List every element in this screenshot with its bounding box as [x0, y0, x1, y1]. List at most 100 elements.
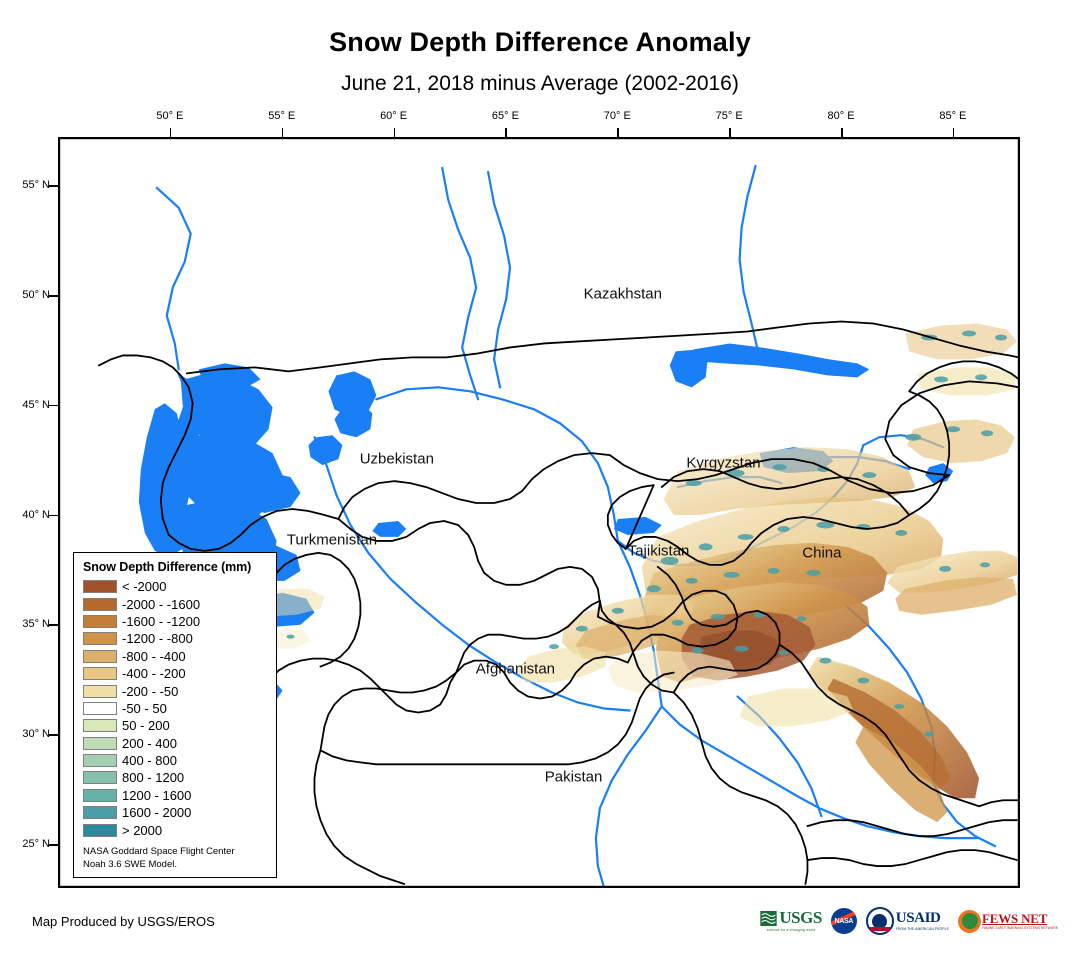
lat-tick-label-1: 50° N — [22, 289, 50, 302]
usaid-tagline: FROM THE AMERICAN PEOPLE — [895, 926, 950, 931]
lon-tick-label-5: 75° E — [715, 110, 743, 122]
fews-globe-inner-icon — [961, 913, 978, 929]
legend-swatch-2 — [83, 614, 117, 628]
usgs-wordmark: USGS — [779, 908, 822, 928]
legend-row-10[interactable]: 400 - 800 — [83, 752, 268, 769]
legend-label-11: 800 - 1200 — [122, 770, 185, 786]
country-borders — [98, 320, 1019, 885]
lon-tick-label-3: 65° E — [491, 110, 519, 122]
lat-tick-mark-3 — [49, 514, 58, 517]
legend-row-13[interactable]: 1600 - 2000 — [83, 804, 268, 821]
lon-tick-mark-0 — [169, 128, 172, 137]
legend-note-line-1: NASA Goddard Space Flight Center — [83, 845, 235, 857]
legend-row-12[interactable]: 1200 - 1600 — [83, 787, 268, 804]
anomaly-raster — [250, 323, 1018, 823]
lon-tick-label-2: 60° E — [380, 110, 408, 122]
lon-tick-mark-4 — [617, 128, 619, 137]
legend-row-0[interactable]: < -2000 — [83, 578, 268, 595]
lon-tick-mark-6 — [841, 128, 843, 137]
lat-tick-mark-5 — [49, 734, 58, 736]
page-title: Snow Depth Difference Anomaly — [329, 27, 751, 57]
legend-swatch-6 — [83, 684, 117, 698]
legend-row-8[interactable]: 50 - 200 — [83, 717, 268, 734]
title-block: Snow Depth Difference Anomaly June 21, 2… — [0, 0, 1080, 96]
lat-tick-mark-2 — [49, 404, 58, 407]
legend-swatch-4 — [83, 649, 117, 663]
lon-tick-label-6: 80° E — [827, 110, 855, 122]
legend-swatch-9 — [83, 736, 117, 750]
usaid-wordmark: USAID — [895, 910, 941, 927]
legend-swatch-11 — [83, 771, 117, 785]
lat-tick-label-5: 30° N — [22, 728, 50, 741]
lat-tick-label-4: 35° N — [22, 618, 50, 631]
lon-tick-mark-5 — [729, 128, 731, 137]
page-subtitle: June 21, 2018 minus Average (2002-2016) — [341, 72, 739, 95]
legend-label-12: 1200 - 1600 — [122, 787, 192, 803]
legend-swatch-1 — [83, 597, 117, 611]
legend-swatch-5 — [83, 667, 117, 681]
legend-label-4: -800 - -400 — [122, 648, 186, 664]
lat-tick-mark-0 — [49, 185, 58, 187]
produced-by-text: Map Produced by USGS/EROS — [32, 914, 215, 929]
legend-swatch-3 — [83, 632, 117, 646]
legend-row-4[interactable]: -800 - -400 — [83, 648, 268, 665]
legend-row-7[interactable]: -50 - 50 — [83, 700, 268, 717]
legend-swatch-8 — [83, 719, 117, 733]
lat-tick-label-3: 40° N — [22, 508, 50, 521]
legend-panel[interactable]: Snow Depth Difference (mm) < -2000 -2000 … — [73, 552, 277, 879]
legend-swatch-10 — [83, 754, 117, 768]
legend-row-1[interactable]: -2000 - -1600 — [83, 595, 268, 612]
legend-row-6[interactable]: -200 - -50 — [83, 682, 268, 699]
legend-row-11[interactable]: 800 - 1200 — [83, 769, 268, 786]
lat-tick-mark-4 — [49, 624, 58, 626]
usgs-tagline: science for a changing world — [766, 927, 816, 932]
legend-swatch-12 — [83, 788, 117, 802]
legend-row-9[interactable]: 200 - 400 — [83, 735, 268, 752]
fews-wordmark: FEWS NET — [982, 911, 1048, 926]
legend-label-5: -400 - -200 — [122, 666, 186, 682]
legend-label-14: > 2000 — [122, 822, 163, 838]
legend-label-13: 1600 - 2000 — [122, 805, 192, 821]
lon-tick-label-1: 55° E — [268, 110, 296, 122]
lon-tick-mark-1 — [281, 128, 284, 137]
fews-tagline: FAMINE EARLY WARNING SYSTEMS NETWORK — [982, 926, 1058, 930]
nasa-logo[interactable]: NASA — [830, 907, 857, 935]
legend-note-line-2: Noah 3.6 SWE Model. — [83, 858, 177, 870]
usaid-logo[interactable]: USAID FROM THE AMERICAN PEOPLE — [865, 907, 950, 935]
lat-tick-label-2: 45° N — [22, 398, 50, 411]
lon-tick-mark-2 — [393, 128, 396, 137]
lon-tick-mark-7 — [952, 128, 955, 137]
legend-label-3: -1200 - -800 — [122, 631, 193, 647]
nasa-wordmark: NASA — [834, 917, 854, 925]
fews-net-logo[interactable]: FEWS NET FAMINE EARLY WARNING SYSTEMS NE… — [958, 907, 1058, 935]
legend-swatch-13 — [83, 806, 117, 820]
legend-label-10: 400 - 800 — [122, 753, 177, 769]
legend-label-0: < -2000 — [122, 579, 167, 595]
legend-swatch-7 — [83, 701, 117, 715]
legend-rows: < -2000 -2000 - -1600 -1600 - -1200 -1200 -… — [83, 578, 268, 839]
usgs-wave-icon — [760, 910, 778, 926]
legend-label-7: -50 - 50 — [122, 700, 167, 716]
legend-row-2[interactable]: -1600 - -1200 — [83, 613, 268, 630]
lon-tick-label-7: 85° E — [939, 110, 967, 122]
fews-globe-icon — [958, 909, 982, 933]
legend-attribution: NASA Goddard Space Flight Center Noah 3.… — [83, 846, 268, 872]
usgs-logo[interactable]: USGS science for a changing world — [760, 907, 822, 935]
legend-label-2: -1600 - -1200 — [122, 613, 201, 629]
lat-tick-mark-6 — [49, 844, 58, 846]
legend-label-6: -200 - -50 — [122, 683, 179, 699]
legend-row-5[interactable]: -400 - -200 — [83, 665, 268, 682]
usaid-seal-bar-icon — [869, 927, 890, 931]
legend-label-9: 200 - 400 — [122, 735, 177, 751]
legend-row-3[interactable]: -1200 - -800 — [83, 630, 268, 647]
legend-title: Snow Depth Difference (mm) — [83, 560, 252, 574]
lat-tick-label-0: 55° N — [22, 179, 50, 192]
usaid-seal-inner-icon — [872, 913, 888, 929]
lat-tick-label-6: 25° N — [22, 838, 50, 851]
lon-tick-label-0: 50° E — [156, 110, 184, 122]
lon-tick-label-4: 70° E — [603, 110, 631, 122]
legend-swatch-14 — [83, 823, 117, 837]
legend-row-14[interactable]: > 2000 — [83, 821, 268, 838]
usaid-seal-icon — [865, 907, 894, 935]
legend-label-8: 50 - 200 — [122, 718, 170, 734]
